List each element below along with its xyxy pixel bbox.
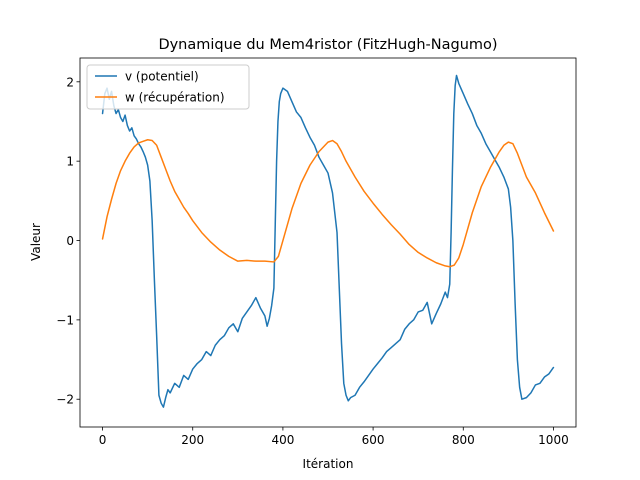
series-layer — [101, 74, 555, 408]
y-tick-label: 0 — [66, 234, 74, 248]
chart-title: Dynamique du Mem4ristor (FitzHugh-Nagumo… — [158, 37, 497, 53]
x-axis-label: Itération — [303, 457, 354, 471]
legend-label: v (potentiel) — [125, 70, 199, 84]
x-tick-label: 0 — [99, 433, 107, 447]
y-tick-label: 2 — [66, 75, 74, 89]
legend: v (potentiel) w (récupération) — [86, 64, 250, 110]
x-tick-label: 800 — [452, 433, 475, 447]
y-axis: −2 −1 0 1 2 — [56, 75, 80, 407]
legend-label: w (récupération) — [125, 91, 225, 105]
y-axis-label: Valeur — [29, 223, 43, 261]
series-line-0 — [101, 74, 555, 408]
series-line-1 — [101, 138, 555, 268]
x-tick-label: 400 — [271, 433, 294, 447]
x-tick-label: 600 — [362, 433, 385, 447]
x-tick-label: 1000 — [538, 433, 569, 447]
legend-box — [86, 64, 250, 110]
plot-frame — [79, 57, 577, 428]
y-tick-label: −1 — [56, 313, 74, 327]
x-tick-label: 200 — [181, 433, 204, 447]
plot-area: 0 200 400 600 800 1000 −2 −1 0 1 2 — [56, 57, 577, 447]
y-tick-label: 1 — [66, 155, 74, 169]
y-tick-label: −2 — [56, 393, 74, 407]
x-axis: 0 200 400 600 800 1000 — [99, 427, 569, 447]
